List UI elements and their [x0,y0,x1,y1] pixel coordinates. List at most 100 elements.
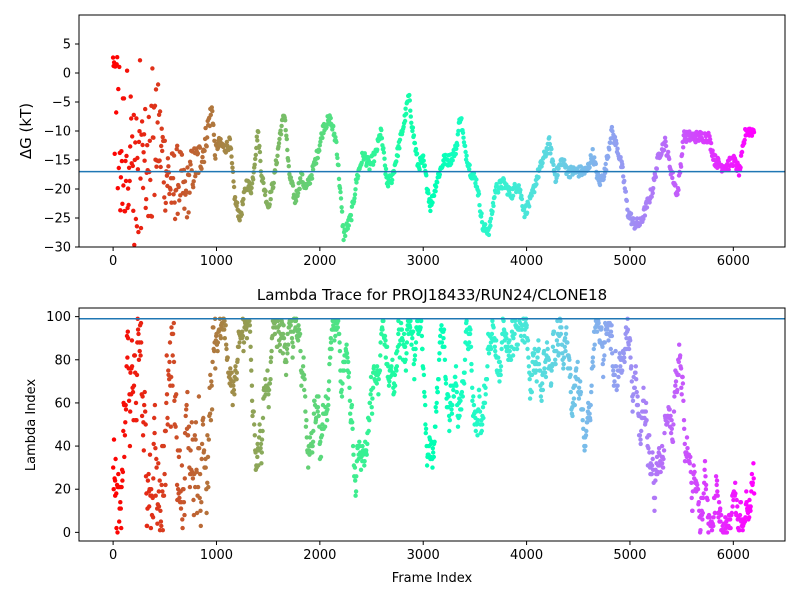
delta-g-point [155,82,161,87]
lambda-point [484,377,490,382]
lambda-point [632,385,637,390]
lambda-point [324,418,330,423]
lambda-point [555,342,561,347]
lambda-point [277,342,282,347]
lambda-point [256,463,261,468]
lambda-point [412,353,418,358]
lambda-point [680,374,685,380]
lambda-point [458,398,463,403]
delta-g-point [490,209,495,214]
lambda-point [229,370,234,375]
lambda-point [161,493,167,498]
lambda-point [605,327,610,332]
lambda-point [635,394,640,399]
delta-g-point [228,146,234,151]
lambda-point [299,383,304,388]
delta-g-point [191,179,196,184]
lambda-point [212,348,217,354]
delta-g-point [122,209,128,214]
lambda-point [171,320,176,326]
delta-g-point [315,155,320,161]
lambda-point [394,364,400,369]
lambda-point [724,530,730,535]
lambda-point [298,348,303,354]
lambda-point [621,351,626,356]
lambda-point [460,394,465,399]
lambda-point [422,389,427,395]
lambda-point [169,374,174,380]
lambda-point [377,368,383,373]
lambda-point [498,364,504,369]
lambda-point [182,512,187,518]
lambda-point [536,346,541,352]
delta-g-point [488,216,494,221]
lambda-point [538,394,544,399]
delta-g-point [171,192,176,197]
lambda-point [714,478,720,483]
lambda-point [439,323,444,328]
lambda-point [670,439,676,444]
lambda-point [423,426,429,431]
lambda-point [280,351,286,356]
lambda-point [582,448,587,453]
delta-g-point [417,167,422,172]
lambda-point [751,476,756,481]
delta-g-point [450,158,455,163]
lambda-point [260,428,265,434]
lambda-point [602,353,607,358]
delta-g-point [224,139,229,145]
lambda-point [625,327,631,332]
lambda-point [346,370,352,375]
lambda-point [660,465,666,470]
lambda-point [189,420,194,425]
lambda-point [468,344,474,349]
delta-g-point [592,155,597,160]
delta-g-point [453,151,458,157]
delta-g-point [524,210,530,215]
delta-g-point [621,174,626,179]
y-tick-label: 0 [63,526,71,541]
delta-g-point [707,137,713,142]
lambda-point [527,377,532,382]
delta-g-point [461,140,467,145]
lambda-point [194,510,200,516]
lambda-point [718,519,723,524]
y-tick-label: −20 [44,183,71,198]
lambda-point [584,428,589,434]
lambda-point [156,461,161,466]
lambda-point [612,379,617,384]
lambda-point [539,398,544,403]
delta-g-point [431,193,437,198]
lambda-point [419,318,424,324]
lambda-point [751,461,756,466]
lambda-point [368,374,374,380]
delta-g-point [507,191,512,196]
lambda-point [449,407,454,412]
delta-g-point [253,152,258,158]
delta-g-point [123,158,128,164]
lambda-point [205,433,210,438]
lambda-point [505,344,510,349]
delta-g-point [642,213,648,218]
delta-g-point [309,176,315,181]
lambda-point [250,413,255,419]
lambda-point [329,346,334,352]
lambda-point [653,478,658,483]
delta-g-point [394,159,399,164]
lambda-point [353,493,358,498]
lambda-point [419,333,425,339]
lambda-point [302,387,307,393]
lambda-point [337,340,342,345]
lambda-point [580,418,585,423]
lambda-point [129,338,135,343]
lambda-point [536,338,541,343]
delta-g-point [208,112,213,118]
x-tick-label: 0 [109,548,117,563]
lambda-point [223,323,228,328]
lambda-point [207,411,213,416]
lambda-point [410,329,416,334]
lambda-point [307,435,313,440]
lambda-point [258,446,263,451]
lambda-point [613,348,618,354]
lambda-point [668,430,674,436]
